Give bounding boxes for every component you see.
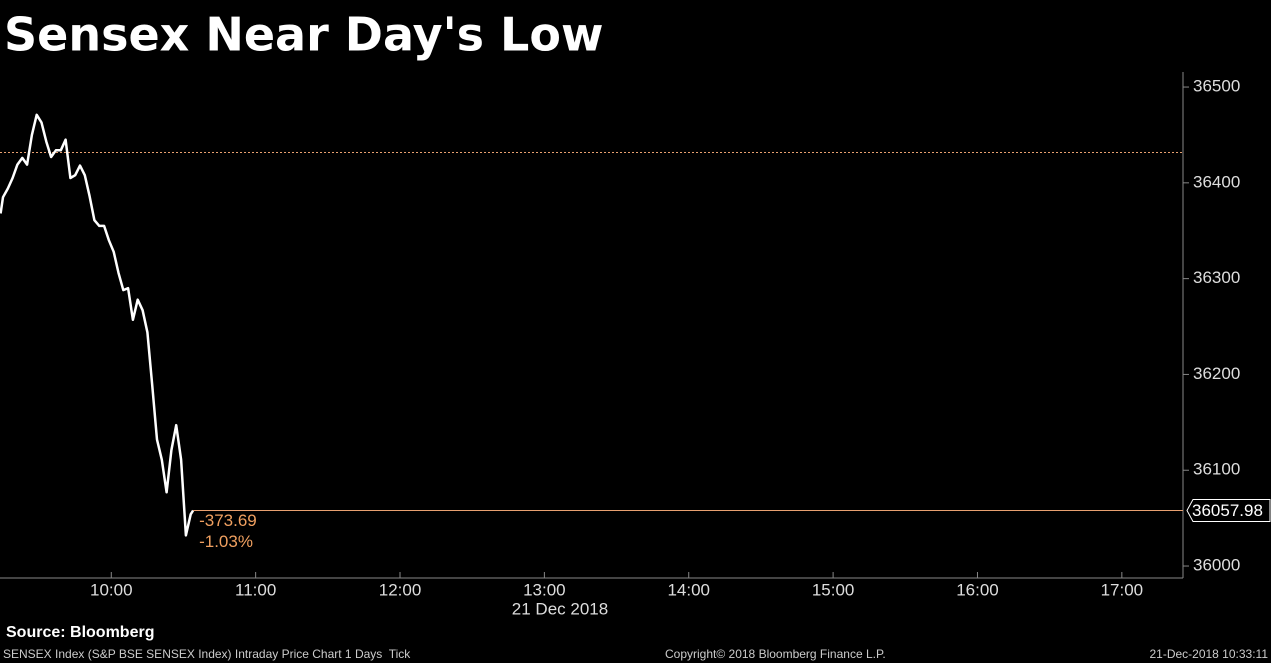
chart-title: Sensex Near Day's Low: [4, 8, 603, 62]
y-tick-label: 36500: [1193, 77, 1240, 96]
x-tick-label: 14:00: [667, 580, 710, 599]
x-tick-label: 17:00: [1101, 580, 1144, 599]
y-tick-label: 36200: [1193, 364, 1240, 383]
source: Source: Bloomberg: [6, 624, 154, 641]
x-tick-label: 11:00: [235, 580, 276, 599]
last-value-box: [1186, 498, 1271, 522]
price-line: [0, 113, 195, 537]
y-tick-label: 36300: [1193, 268, 1240, 287]
y-tick-label: 36400: [1193, 172, 1240, 191]
timestamp: 21-Dec-2018 10:33:11: [1149, 647, 1268, 661]
description: SENSEX Index (S&P BSE SENSEX Index) Intr…: [3, 647, 411, 661]
change-label: -373.69: [199, 511, 257, 530]
last-value-label: 36057.98: [1192, 501, 1263, 520]
x-tick-label: 13:00: [523, 580, 566, 599]
change-label: -1.03%: [199, 532, 253, 551]
y-tick-label: 36100: [1193, 460, 1240, 479]
copyright: Copyright© 2018 Bloomberg Finance L.P.: [665, 647, 886, 661]
x-tick-label: 15:00: [812, 580, 855, 599]
x-tick-label: 10:00: [90, 580, 133, 599]
x-tick-label: 12:00: [379, 580, 422, 599]
y-tick-label: 36000: [1193, 556, 1240, 575]
x-tick-label: 16:00: [956, 580, 999, 599]
x-axis-label: 21 Dec 2018: [512, 599, 608, 618]
